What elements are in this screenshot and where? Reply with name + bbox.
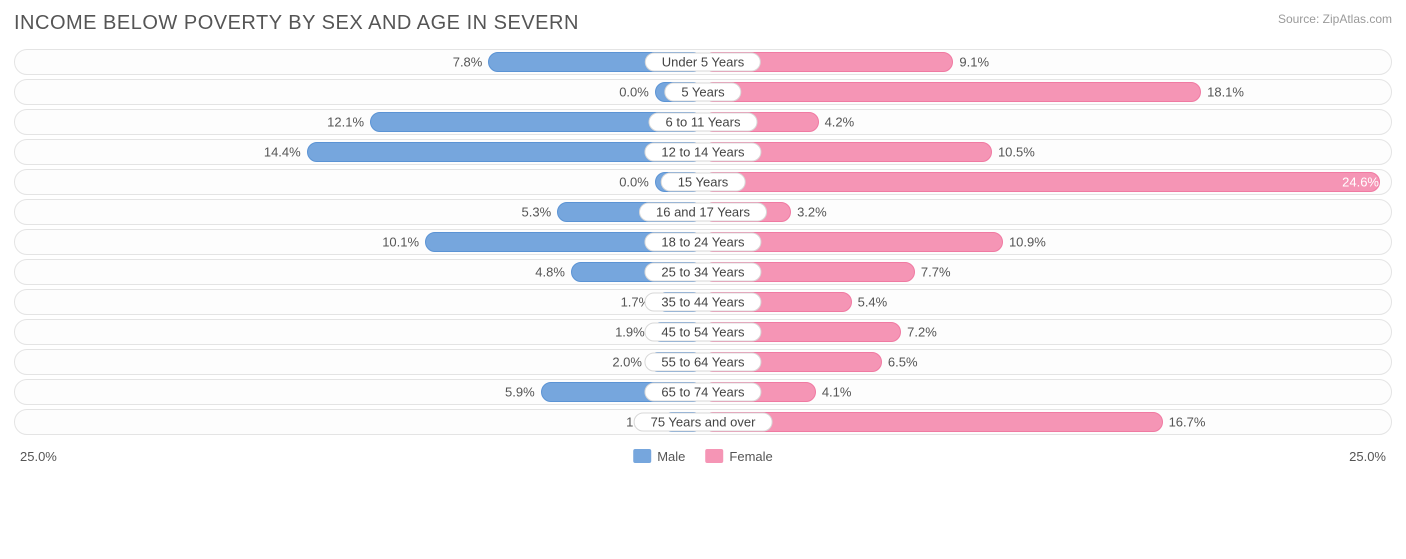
male-value-label: 10.1% [382, 235, 419, 250]
category-label: 65 to 74 Years [644, 383, 761, 402]
source-attribution: Source: ZipAtlas.com [1278, 12, 1392, 26]
chart-row: 14.4% 10.5% 12 to 14 Years [14, 139, 1392, 165]
male-value-label: 7.8% [453, 55, 483, 70]
female-value-label: 9.1% [959, 55, 989, 70]
female-value-label: 16.7% [1169, 415, 1206, 430]
legend-swatch [705, 449, 723, 463]
category-label: 18 to 24 Years [644, 233, 761, 252]
chart-footer: 25.0% Male Female 25.0% [14, 445, 1392, 467]
male-value-label: 5.3% [522, 205, 552, 220]
legend-item: Female [705, 449, 772, 464]
chart-row: 2.0% 6.5% 55 to 64 Years [14, 349, 1392, 375]
female-value-label: 24.6% [1342, 175, 1379, 190]
female-value-label: 10.5% [998, 145, 1035, 160]
chart-row: 12.1% 4.2% 6 to 11 Years [14, 109, 1392, 135]
chart-container: INCOME BELOW POVERTY BY SEX AND AGE IN S… [0, 0, 1406, 559]
male-value-label: 0.0% [619, 175, 649, 190]
category-label: 5 Years [664, 83, 741, 102]
chart-header: INCOME BELOW POVERTY BY SEX AND AGE IN S… [14, 12, 1392, 35]
legend-label: Female [729, 449, 772, 464]
category-label: 55 to 64 Years [644, 353, 761, 372]
male-value-label: 12.1% [327, 115, 364, 130]
category-label: 45 to 54 Years [644, 323, 761, 342]
category-label: Under 5 Years [645, 53, 761, 72]
legend-swatch [633, 449, 651, 463]
female-value-label: 7.7% [921, 265, 951, 280]
legend-item: Male [633, 449, 685, 464]
axis-max-left: 25.0% [20, 449, 57, 464]
chart-row: 10.1% 10.9% 18 to 24 Years [14, 229, 1392, 255]
male-value-label: 2.0% [612, 355, 642, 370]
chart-row: 5.3% 3.2% 16 and 17 Years [14, 199, 1392, 225]
male-value-label: 14.4% [264, 145, 301, 160]
male-value-label: 5.9% [505, 385, 535, 400]
chart-row: 5.9% 4.1% 65 to 74 Years [14, 379, 1392, 405]
female-value-label: 10.9% [1009, 235, 1046, 250]
chart-title: INCOME BELOW POVERTY BY SEX AND AGE IN S… [14, 12, 579, 35]
category-label: 6 to 11 Years [649, 113, 758, 132]
category-label: 16 and 17 Years [639, 203, 767, 222]
male-value-label: 0.0% [619, 85, 649, 100]
female-value-label: 4.2% [825, 115, 855, 130]
female-bar [703, 172, 1380, 192]
category-label: 35 to 44 Years [644, 293, 761, 312]
axis-max-right: 25.0% [1349, 449, 1386, 464]
female-value-label: 7.2% [907, 325, 937, 340]
female-bar [703, 82, 1201, 102]
category-label: 12 to 14 Years [644, 143, 761, 162]
female-value-label: 18.1% [1207, 85, 1244, 100]
chart-row: 0.0% 24.6% 15 Years [14, 169, 1392, 195]
female-value-label: 4.1% [822, 385, 852, 400]
legend-label: Male [657, 449, 685, 464]
chart-row: 1.9% 7.2% 45 to 54 Years [14, 319, 1392, 345]
category-label: 75 Years and over [634, 413, 773, 432]
male-value-label: 1.9% [615, 325, 645, 340]
chart-row: 0.0% 18.1% 5 Years [14, 79, 1392, 105]
chart-row: 7.8% 9.1% Under 5 Years [14, 49, 1392, 75]
female-value-label: 3.2% [797, 205, 827, 220]
category-label: 25 to 34 Years [644, 263, 761, 282]
female-value-label: 5.4% [858, 295, 888, 310]
chart-row: 1.5%16.7%75 Years and over [14, 409, 1392, 435]
male-value-label: 4.8% [535, 265, 565, 280]
legend: Male Female [633, 449, 773, 464]
chart-row: 4.8% 7.7% 25 to 34 Years [14, 259, 1392, 285]
chart-rows: 7.8% 9.1% Under 5 Years 0.0% 18.1% 5 Years 12.… [14, 49, 1392, 435]
chart-row: 1.7%5.4%35 to 44 Years [14, 289, 1392, 315]
female-value-label: 6.5% [888, 355, 918, 370]
category-label: 15 Years [661, 173, 746, 192]
